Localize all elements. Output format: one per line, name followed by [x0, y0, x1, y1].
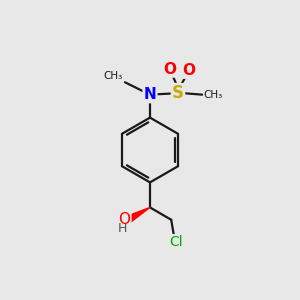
Text: S: S	[172, 84, 184, 102]
Text: O: O	[163, 61, 176, 76]
Text: CH₃: CH₃	[204, 90, 223, 100]
Text: O: O	[118, 212, 130, 227]
Text: H: H	[118, 222, 127, 235]
Text: O: O	[183, 63, 196, 78]
Text: CH₃: CH₃	[103, 71, 123, 81]
Polygon shape	[127, 207, 150, 222]
Text: N: N	[144, 87, 156, 102]
Text: Cl: Cl	[169, 235, 182, 249]
